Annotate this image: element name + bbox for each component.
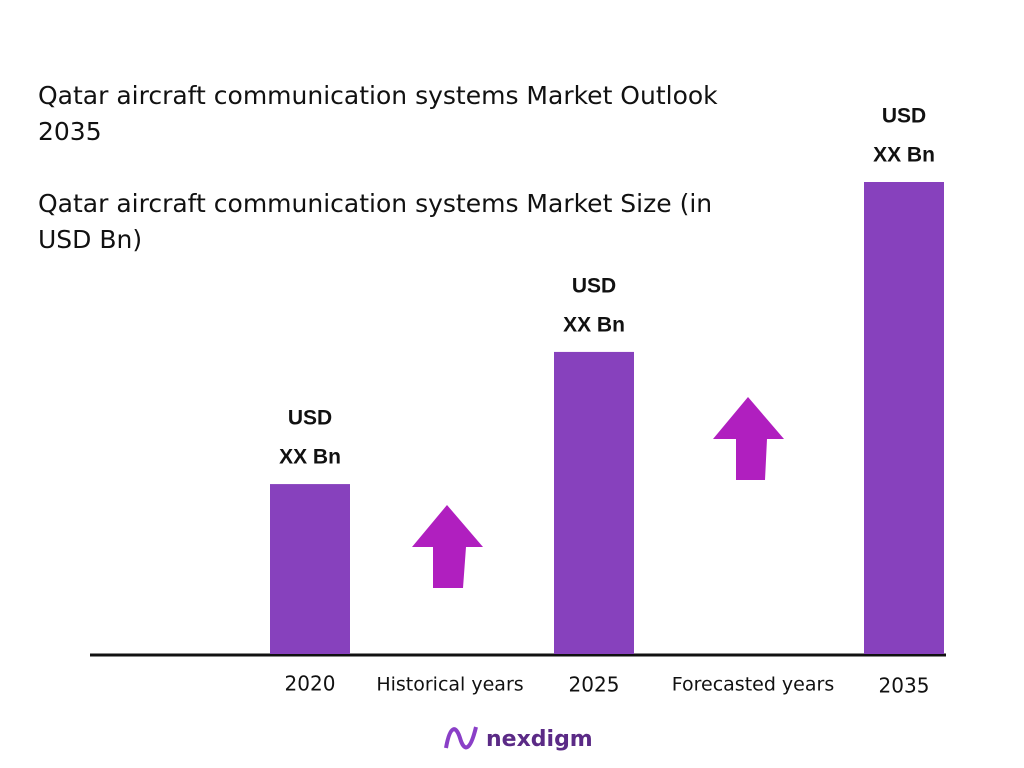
chart-subtitle: Qatar aircraft communication systems Mar… [38,189,712,254]
growth-arrow [412,505,483,588]
x-tick-label: 2025 [569,673,620,697]
value-label: USD [288,407,332,430]
logo-icon [444,726,478,750]
bar [864,182,944,654]
annotation: Historical years [376,674,523,696]
value-label: XX Bn [563,313,625,336]
value-label: XX Bn [873,144,935,167]
value-label: USD [572,274,616,297]
value-label: USD [882,105,926,128]
text-line: Qatar aircraft communication systems Mar… [38,81,718,110]
x-tick-label: 2035 [879,674,930,698]
text-line: 2035 [38,117,102,146]
bar [270,484,350,654]
growth-arrow [713,397,784,480]
text-line: USD Bn) [38,225,142,254]
annotation: Forecasted years [672,674,834,696]
logo-text: nexdigm [486,727,593,752]
bar [554,351,634,654]
chart-title: Qatar aircraft communication systems Mar… [38,81,718,146]
value-label: XX Bn [279,446,341,469]
x-tick-label: 2020 [285,672,336,696]
text-line: Qatar aircraft communication systems Mar… [38,189,712,218]
